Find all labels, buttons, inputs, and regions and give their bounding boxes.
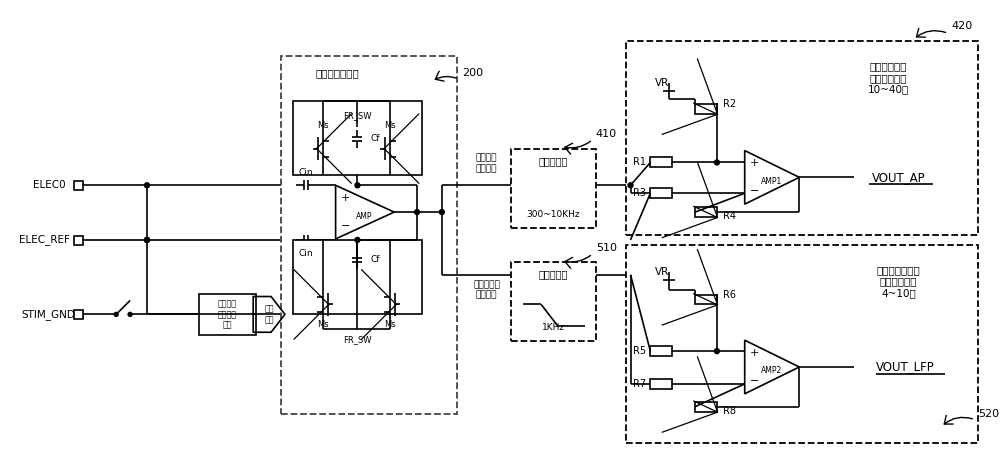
Text: R7: R7 (633, 379, 646, 389)
Circle shape (144, 238, 149, 243)
Bar (695, 402, 717, 412)
Text: 低通滤波器: 低通滤波器 (538, 270, 568, 280)
Bar (74, 236, 83, 245)
Text: −: − (750, 376, 759, 386)
Text: Cf: Cf (370, 134, 380, 143)
Text: Ms: Ms (384, 320, 396, 329)
Text: AMP1: AMP1 (761, 177, 782, 186)
Text: ELEC0: ELEC0 (33, 180, 65, 190)
Bar (626, 245, 978, 444)
Text: 动作电位可编
程增益放大器
10~40倍: 动作电位可编 程增益放大器 10~40倍 (868, 61, 909, 95)
Text: R2: R2 (723, 99, 736, 109)
Text: Ms: Ms (317, 121, 329, 130)
Bar (511, 149, 596, 228)
Text: VOUT_LFP: VOUT_LFP (876, 360, 935, 374)
FancyArrowPatch shape (944, 415, 972, 424)
Circle shape (114, 313, 118, 316)
Bar (650, 346, 672, 356)
Bar (74, 310, 83, 319)
Text: FR_SW: FR_SW (343, 111, 372, 120)
Circle shape (439, 210, 444, 215)
Text: 1KHz: 1KHz (541, 323, 565, 332)
Text: +: + (341, 193, 350, 203)
Text: 410: 410 (596, 129, 617, 139)
Circle shape (144, 238, 149, 243)
Bar (293, 101, 422, 175)
Text: R1: R1 (633, 157, 646, 167)
Text: Ms: Ms (317, 320, 329, 329)
Text: R3: R3 (633, 188, 646, 198)
Circle shape (714, 160, 719, 165)
Text: Cf: Cf (370, 255, 380, 264)
Bar (695, 104, 717, 114)
FancyArrowPatch shape (917, 28, 946, 37)
Bar (511, 262, 596, 341)
Circle shape (415, 210, 420, 215)
Text: 420: 420 (951, 21, 972, 31)
Bar (626, 41, 978, 235)
Text: R4: R4 (723, 211, 736, 221)
Bar (695, 294, 717, 304)
Text: 局部场电位
信号路径: 局部场电位 信号路径 (473, 280, 500, 299)
FancyArrowPatch shape (435, 71, 456, 81)
Bar (650, 188, 672, 198)
Text: −: − (341, 221, 350, 231)
Circle shape (128, 313, 132, 316)
Bar (199, 293, 256, 335)
Text: −: − (750, 186, 759, 196)
Bar (650, 379, 672, 389)
Text: R8: R8 (723, 406, 736, 416)
Circle shape (714, 349, 719, 354)
Text: Cin: Cin (299, 168, 313, 177)
Text: 固定增益放大器: 固定增益放大器 (316, 68, 359, 78)
Text: FR_SW: FR_SW (343, 335, 372, 344)
FancyArrowPatch shape (565, 142, 591, 154)
Bar (74, 182, 83, 190)
Text: 带通滤波器: 带通滤波器 (538, 157, 568, 167)
Text: R5: R5 (633, 346, 646, 356)
Text: +: + (750, 348, 759, 358)
Text: AMP: AMP (356, 212, 373, 221)
Bar (293, 240, 422, 314)
Text: Ms: Ms (384, 121, 396, 130)
Bar (695, 207, 717, 217)
Text: 510: 510 (596, 243, 617, 253)
Text: VR: VR (655, 267, 670, 277)
Bar (281, 56, 457, 414)
Text: +: + (750, 158, 759, 168)
Circle shape (628, 183, 633, 188)
Text: 恒流
刺激: 恒流 刺激 (264, 305, 274, 324)
Text: R6: R6 (723, 289, 736, 299)
Text: VR: VR (655, 78, 670, 88)
Text: 520: 520 (978, 409, 999, 419)
Text: ELEC_REF: ELEC_REF (19, 234, 70, 245)
Text: STIM_GND: STIM_GND (22, 309, 76, 320)
FancyArrowPatch shape (565, 256, 591, 268)
Circle shape (355, 183, 360, 188)
Text: VOUT_AP: VOUT_AP (872, 171, 925, 184)
Text: 动作电位
信号路径: 动作电位 信号路径 (476, 154, 497, 173)
Circle shape (355, 238, 360, 243)
Text: 300~10KHz: 300~10KHz (526, 210, 580, 218)
Text: 200: 200 (462, 68, 483, 78)
Text: AMP2: AMP2 (761, 366, 782, 375)
Text: Cin: Cin (299, 249, 313, 258)
Text: 局部场电位可编
程增益放大器
4~10倍: 局部场电位可编 程增益放大器 4~10倍 (877, 265, 920, 298)
Bar (650, 157, 672, 167)
Circle shape (144, 183, 149, 188)
Text: 正负高压
电荷泄放
开关: 正负高压 电荷泄放 开关 (218, 299, 237, 329)
